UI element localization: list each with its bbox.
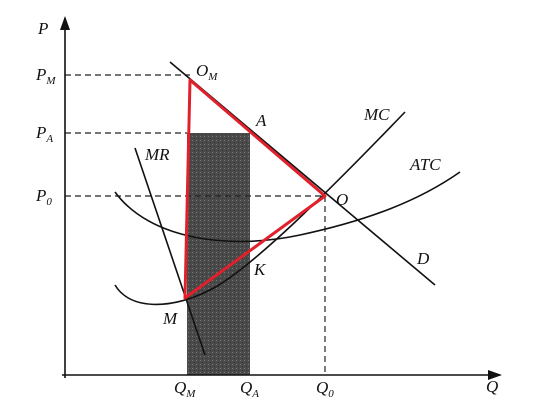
point-label: OM bbox=[196, 61, 218, 83]
mr-line bbox=[134, 147, 206, 356]
label-main: M bbox=[162, 309, 178, 328]
quantity-label: Q0 bbox=[316, 378, 334, 400]
curve-label: ATC bbox=[409, 155, 441, 174]
price-label: PA bbox=[35, 123, 53, 145]
label-sub: A bbox=[251, 388, 259, 400]
atc-curve bbox=[114, 171, 461, 243]
point-label: K bbox=[253, 260, 267, 279]
label-sub: 0 bbox=[46, 196, 52, 208]
point-label: M bbox=[162, 309, 178, 328]
curve-label: MR bbox=[144, 145, 170, 164]
label-main: O bbox=[196, 61, 208, 80]
red-triangle bbox=[183, 78, 327, 300]
label-sub: A bbox=[45, 133, 53, 145]
label-main: K bbox=[253, 260, 267, 279]
quantity-label: QA bbox=[240, 378, 259, 400]
label-main: O bbox=[336, 190, 348, 209]
label-main: Q bbox=[174, 378, 186, 397]
label-sub: M bbox=[185, 388, 196, 400]
curve-label: D bbox=[416, 249, 430, 268]
label-main: A bbox=[255, 111, 267, 130]
arrow bbox=[488, 370, 502, 380]
label-sub: M bbox=[45, 75, 56, 87]
price-label: P0 bbox=[35, 186, 52, 208]
shaded-area bbox=[187, 133, 250, 375]
label-sub: M bbox=[207, 71, 218, 83]
label-main: Q bbox=[316, 378, 328, 397]
point-label: O bbox=[336, 190, 348, 209]
label-main: Q bbox=[240, 378, 252, 397]
price-label: PM bbox=[35, 65, 56, 87]
mc-curve bbox=[114, 111, 406, 306]
label-main: P bbox=[35, 65, 46, 84]
label-main: P bbox=[35, 186, 46, 205]
axis-label: P bbox=[37, 19, 48, 38]
label-sub: 0 bbox=[328, 388, 334, 400]
curve-label: MC bbox=[363, 105, 390, 124]
point-label: A bbox=[255, 111, 267, 130]
quantity-label: QM bbox=[174, 378, 196, 400]
label-main: P bbox=[35, 123, 46, 142]
axis-label: Q bbox=[486, 377, 498, 396]
arrow bbox=[60, 16, 70, 30]
